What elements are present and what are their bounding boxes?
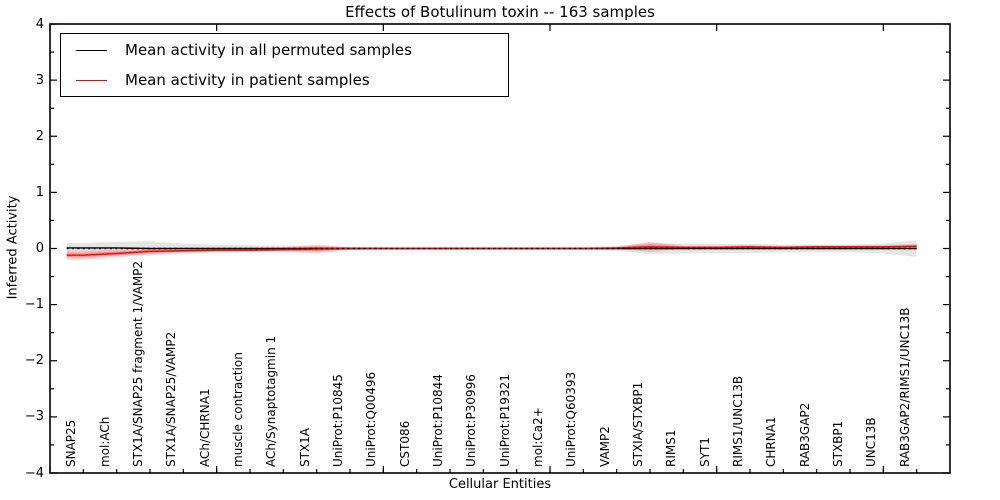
x-tick-label: RAB3GAP2/RIMS1/UNC13B <box>897 307 912 467</box>
y-tick-label: 3 <box>35 72 44 88</box>
x-tick-label: STX1A/SNAP25 fragment 1/VAMP2 <box>131 260 145 467</box>
y-tick-label: 0 <box>35 241 44 256</box>
x-tick-label: CST086 <box>397 420 412 467</box>
x-tick-label: STX1A/SNAP25/VAMP2 <box>164 331 179 467</box>
x-tick-label: UniProt:P10845 <box>331 374 345 467</box>
x-tick-label: ACh/CHRNA1 <box>197 388 212 467</box>
x-tick-label: VAMP2 <box>597 426 612 467</box>
x-tick-label: RIMS1/UNC13B <box>731 375 745 467</box>
legend-label: Mean activity in all permuted samples <box>125 41 412 59</box>
x-tick-label: SNAP25 <box>64 419 79 467</box>
x-tick-label: RAB3GAP2 <box>797 402 812 467</box>
x-tick-label: STXIA/STXBP1 <box>631 381 645 467</box>
x-tick-label: UniProt:P10844 <box>431 374 445 467</box>
legend-entry-patient: Mean activity in patient samples <box>61 66 508 94</box>
x-tick-label: mol:ACh <box>97 416 112 467</box>
x-axis-label: Cellular Entities <box>448 477 552 492</box>
chart-title: Effects of Botulinum toxin -- 163 sample… <box>345 3 655 21</box>
x-tick-label: UniProt:Q00496 <box>364 371 379 467</box>
y-tick-label: −2 <box>24 353 44 369</box>
x-tick-label: STX1A <box>297 427 312 467</box>
x-tick-label: STXBP1 <box>831 420 845 467</box>
x-tick-label: SYT1 <box>697 437 712 467</box>
legend-label: Mean activity in patient samples <box>125 71 370 89</box>
patient-std-band-outer <box>66 241 917 260</box>
x-tick-label: CHRNA1 <box>764 416 779 467</box>
y-tick-label: 1 <box>35 184 44 200</box>
x-tick-label: RIMS1 <box>664 429 679 467</box>
x-tick-label: mol:Ca2+ <box>531 407 545 467</box>
legend-entry-permuted: Mean activity in all permuted samples <box>61 36 508 64</box>
x-tick-label: UniProt:P30996 <box>464 374 479 467</box>
x-tick-label: ACh/Synaptotagmin 1 <box>264 335 279 467</box>
patient-line-swatch <box>76 79 107 81</box>
x-tick-label: muscle contraction <box>231 352 245 467</box>
y-tick-label: 2 <box>35 128 44 144</box>
x-tick-label: UNC13B <box>864 417 879 467</box>
y-tick-label: 4 <box>35 16 44 32</box>
y-tick-label: −1 <box>24 297 44 313</box>
x-tick-label: UniProt:Q60393 <box>564 371 579 467</box>
legend-box: Mean activity in all permuted samples Me… <box>60 33 509 97</box>
x-tick-label: UniProt:P19321 <box>497 374 512 467</box>
y-tick-label: −3 <box>24 409 44 425</box>
y-tick-label: −4 <box>24 465 44 481</box>
permuted-line-swatch <box>76 49 107 51</box>
